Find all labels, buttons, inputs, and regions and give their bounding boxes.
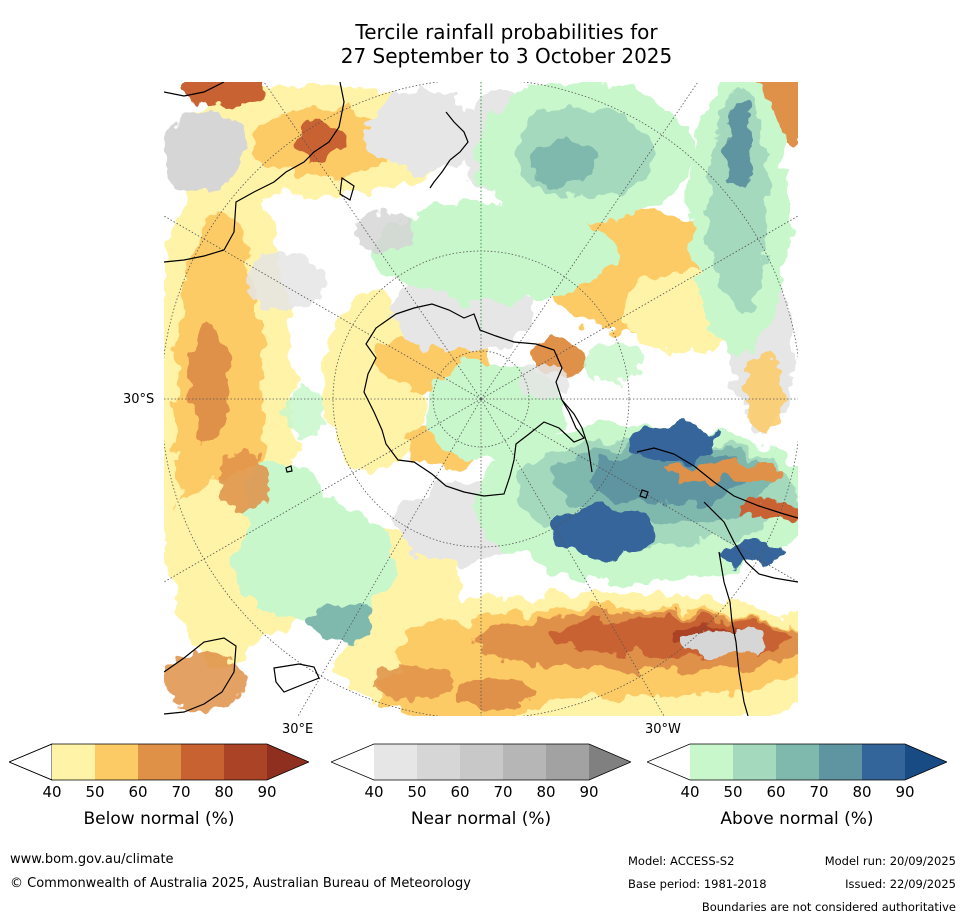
title-line-1: Tercile rainfall probabilities for — [355, 20, 658, 44]
africa-coast — [164, 637, 237, 715]
below-normal-tick-label: 40 — [42, 783, 62, 801]
below-normal-tick-label: 60 — [128, 783, 148, 801]
below-normal-swatch-80 — [224, 744, 267, 780]
below-normal-high-extension — [267, 744, 309, 780]
above-normal-high-extension — [905, 744, 947, 780]
base-period: Base period: 1981-2018 — [628, 877, 767, 891]
model-name: Model: ACCESS-S2 — [628, 854, 735, 868]
below-normal-tick-label: 90 — [257, 783, 277, 801]
above-normal-tick-label: 60 — [766, 783, 786, 801]
above-normal-tick-label: 50 — [723, 783, 743, 801]
near-normal-title: Near normal (%) — [410, 809, 552, 829]
fine-scale-shading — [164, 212, 784, 712]
near-normal-swatch-70 — [503, 744, 546, 780]
below-normal-swatch-50 — [95, 744, 138, 780]
near-normal-tick-label: 50 — [407, 783, 427, 801]
below-normal-tick-label: 80 — [214, 783, 234, 801]
near-normal-tick-label: 80 — [536, 783, 556, 801]
longitude-label-30w: 30°W — [645, 722, 681, 737]
near-normal-high-extension — [589, 744, 631, 780]
near-normal-swatch-50 — [417, 744, 460, 780]
new-zealand-north-coast — [445, 111, 469, 161]
tasmania-coast — [339, 176, 355, 201]
probability-shading — [164, 82, 798, 716]
below-normal-tick-label: 70 — [171, 783, 191, 801]
near-normal-swatch-80 — [546, 744, 589, 780]
below-normal-title: Below normal (%) — [83, 809, 235, 829]
website-link[interactable]: www.bom.gov.au/climate — [10, 852, 174, 867]
above-normal-colorbar — [647, 743, 947, 781]
near-normal-tick-label: 70 — [493, 783, 513, 801]
polar-map — [164, 82, 798, 716]
near-normal-swatch-40 — [374, 744, 417, 780]
above-normal-title: Above normal (%) — [720, 809, 874, 829]
above-normal-tick-label: 90 — [895, 783, 915, 801]
above-normal-tick-label: 80 — [852, 783, 872, 801]
title-line-2: 27 September to 3 October 2025 — [340, 44, 673, 68]
south-america-inland-coast — [718, 551, 749, 716]
antarctic-peninsula-coast — [561, 399, 593, 473]
above-normal-swatch-60 — [776, 744, 819, 780]
near-normal-swatch-60 — [460, 744, 503, 780]
above-normal-swatch-50 — [733, 744, 776, 780]
below-normal-colorbar — [9, 743, 309, 781]
below-normal-swatch-40 — [52, 744, 95, 780]
near-normal-colorbar — [331, 743, 631, 781]
near-normal-tick-label: 60 — [450, 783, 470, 801]
above-normal-swatch-80 — [862, 744, 905, 780]
above-normal-tick-label: 40 — [680, 783, 700, 801]
south-america-coast — [636, 447, 798, 519]
south-georgia-coast — [285, 465, 293, 473]
australia-coast — [164, 82, 345, 263]
near-normal-tick-label: 40 — [364, 783, 384, 801]
above-normal-low-extension — [647, 744, 690, 780]
above-normal-swatch-40 — [690, 744, 733, 780]
boundaries-disclaimer: Boundaries are not considered authoritat… — [701, 900, 956, 914]
antarctica-coast — [363, 303, 585, 497]
below-normal-tick-label: 50 — [85, 783, 105, 801]
below-normal-low-extension — [9, 743, 53, 781]
near-normal-tick-label: 90 — [579, 783, 599, 801]
longitude-label-30e: 30°E — [282, 722, 314, 737]
near-normal-low-extension — [331, 744, 374, 780]
new-zealand-south-coast — [429, 159, 451, 189]
below-normal-swatch-70 — [181, 744, 224, 780]
australia-north-coast — [164, 82, 225, 97]
copyright-text: © Commonwealth of Australia 2025, Austra… — [10, 876, 471, 891]
below-normal-swatch-60 — [138, 744, 181, 780]
latitude-label-30s: 30°S — [123, 392, 155, 407]
above-normal-tick-label: 70 — [809, 783, 829, 801]
issued-date: Issued: 22/09/2025 — [845, 877, 956, 891]
coastlines — [164, 82, 798, 716]
map-title: Tercile rainfall probabilities for 27 Se… — [0, 20, 965, 68]
madagascar-coast — [273, 663, 320, 693]
above-normal-swatch-70 — [819, 744, 862, 780]
south-america-east-coast — [703, 501, 798, 583]
falkland-islands-coast — [639, 489, 649, 499]
model-run-date: Model run: 20/09/2025 — [824, 854, 956, 868]
polar-map-svg — [164, 82, 798, 716]
